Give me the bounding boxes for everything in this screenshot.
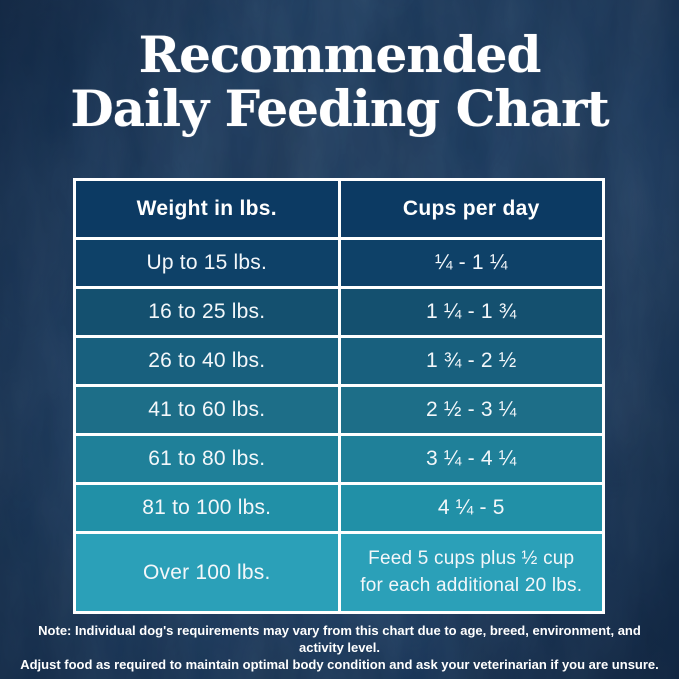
page-title-line2: Daily Feeding Chart [70,79,609,138]
cups-cell: 1 ¾ - 2 ½ [340,338,602,384]
weight-cell: 41 to 60 lbs. [76,387,338,433]
weight-cell: 16 to 25 lbs. [76,289,338,335]
cups-cell: 2 ½ - 3 ¼ [340,387,602,433]
cups-cell: 4 ¼ - 5 [340,485,602,531]
header-weight-in-lbs: Weight in lbs. [76,181,338,237]
weight-cell: Up to 15 lbs. [76,240,338,286]
cups-cell: 1 ¼ - 1 ¾ [340,289,602,335]
page-title-line1: Recommended [138,25,542,84]
disclaimer-line1: Note: Individual dog's requirements may … [38,623,641,655]
disclaimer-note: Note: Individual dog's requirements may … [18,622,661,673]
cups-cell: ¼ - 1 ¼ [340,240,602,286]
header-cups-per-day: Cups per day [340,181,602,237]
weight-cell: Over 100 lbs. [76,534,338,611]
weight-cell: 81 to 100 lbs. [76,485,338,531]
page-title: Recommended Daily Feeding Chart [0,28,679,136]
disclaimer-line2: Adjust food as required to maintain opti… [20,657,659,672]
weight-cell: 61 to 80 lbs. [76,436,338,482]
cups-cell: Feed 5 cups plus ½ cup for each addition… [340,534,602,611]
feeding-table: Weight in lbs. Cups per day Up to 15 lbs… [73,178,605,614]
weight-cell: 26 to 40 lbs. [76,338,338,384]
cups-cell: 3 ¼ - 4 ¼ [340,436,602,482]
